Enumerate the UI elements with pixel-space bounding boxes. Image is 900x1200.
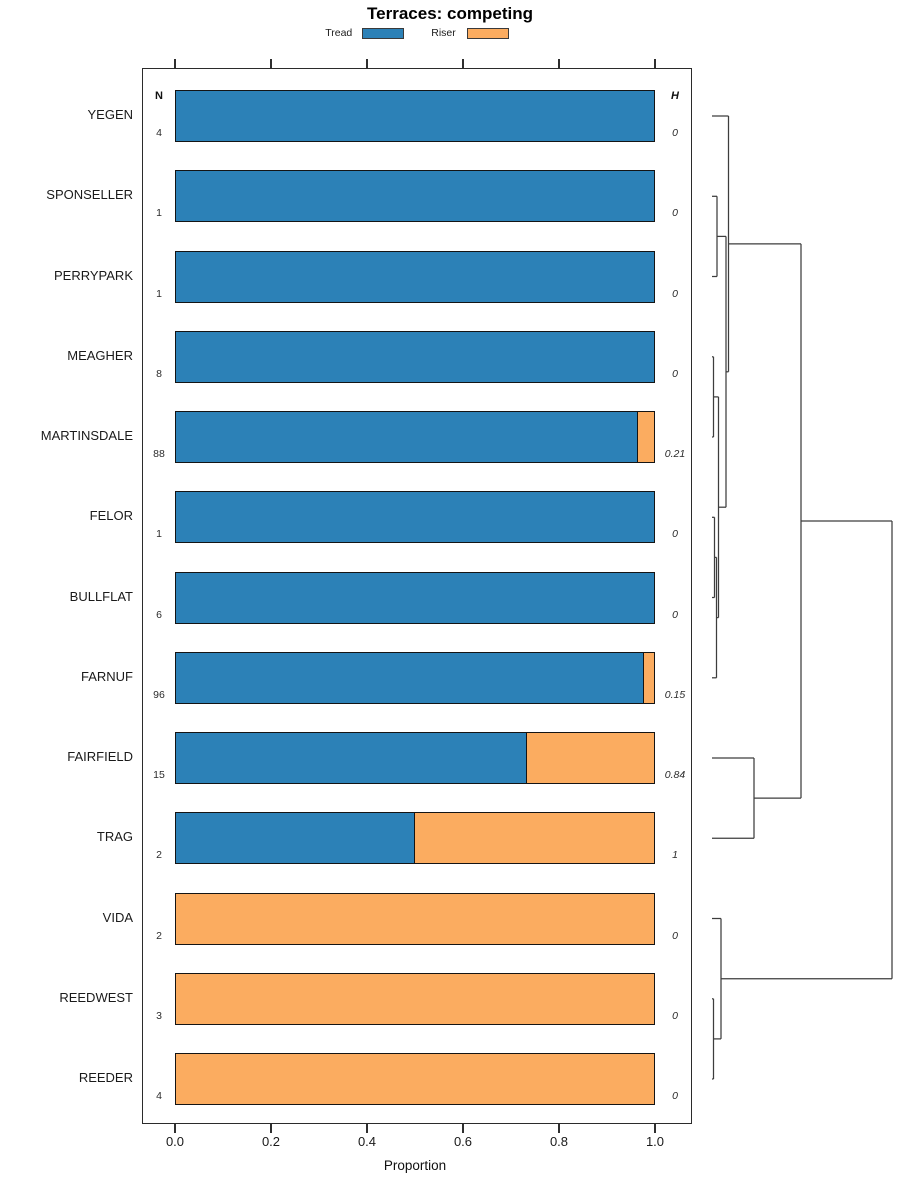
legend-swatch-tread bbox=[362, 27, 405, 39]
axis-tick-label: 0.4 bbox=[357, 1134, 377, 1149]
h-value: 0 bbox=[672, 367, 678, 380]
row-label: SPONSELLER bbox=[46, 187, 133, 203]
legend-swatch-riser bbox=[466, 27, 509, 39]
h-value: 0.15 bbox=[664, 688, 686, 701]
legend: Tread Riser bbox=[142, 25, 692, 41]
stacked-bar bbox=[175, 812, 655, 865]
bar-segment-tread bbox=[176, 171, 654, 222]
axis-tick-top bbox=[174, 59, 176, 68]
n-value: 15 bbox=[153, 769, 165, 781]
bar-segment-tread bbox=[176, 733, 527, 783]
stacked-bar bbox=[175, 411, 655, 463]
h-column-header: H bbox=[671, 90, 679, 102]
row-label: VIDA bbox=[102, 909, 133, 925]
h-value: 1 bbox=[672, 849, 678, 862]
row-label: PERRYPARK bbox=[54, 267, 133, 283]
bar-segment-tread bbox=[176, 572, 654, 623]
axis-tick-label: 0.8 bbox=[549, 1134, 569, 1149]
n-value: 4 bbox=[156, 127, 162, 139]
axis-tick-label: 0.6 bbox=[453, 1134, 473, 1149]
axis-tick-bottom bbox=[174, 1124, 176, 1133]
stacked-bar bbox=[175, 491, 655, 544]
row-label: YEGEN bbox=[87, 107, 133, 122]
h-value: 0 bbox=[672, 127, 678, 139]
bar-segment-tread bbox=[176, 91, 654, 141]
row-label: MEAGHER bbox=[67, 347, 133, 363]
n-value: 96 bbox=[153, 688, 165, 701]
n-column-header: N bbox=[155, 90, 163, 102]
axis-tick-bottom bbox=[270, 1124, 272, 1133]
h-value: 0.84 bbox=[664, 769, 686, 781]
h-value: 0 bbox=[672, 1009, 678, 1022]
axis-tick-top bbox=[558, 59, 560, 68]
axis-tick-top bbox=[654, 59, 656, 68]
n-value: 4 bbox=[156, 1090, 162, 1102]
chart-title: Terraces: competing bbox=[367, 4, 533, 23]
n-value: 2 bbox=[156, 849, 162, 862]
stacked-bar bbox=[175, 90, 655, 142]
h-value: 0 bbox=[672, 207, 678, 220]
h-value: 0 bbox=[672, 528, 678, 541]
stacked-bar bbox=[175, 1053, 655, 1105]
axis-tick-bottom bbox=[654, 1124, 656, 1133]
n-value: 3 bbox=[156, 1009, 162, 1022]
stacked-bar bbox=[175, 732, 655, 784]
axis-tick-top bbox=[270, 59, 272, 68]
h-value: 0 bbox=[672, 608, 678, 621]
n-value: 1 bbox=[156, 528, 162, 541]
bar-segment-tread bbox=[176, 813, 415, 864]
axis-tick-top bbox=[366, 59, 368, 68]
legend-label-tread: Tread bbox=[325, 27, 353, 39]
axis-tick-label: 0.2 bbox=[261, 1134, 281, 1149]
bar-segment-tread bbox=[176, 492, 654, 543]
n-value: 2 bbox=[156, 929, 162, 942]
axis-tick-bottom bbox=[558, 1124, 560, 1133]
bar-segment-tread bbox=[176, 652, 645, 703]
stacked-bar bbox=[175, 170, 655, 223]
axis-tick-bottom bbox=[366, 1124, 368, 1133]
h-value: 0 bbox=[672, 929, 678, 942]
row-label: TRAG bbox=[96, 829, 133, 845]
n-value: 6 bbox=[156, 608, 162, 621]
bar-segment-tread bbox=[176, 251, 654, 302]
row-label: MARTINSDALE bbox=[40, 428, 133, 443]
stacked-bar bbox=[175, 892, 655, 945]
axis-tick-label: 0.0 bbox=[165, 1134, 185, 1149]
h-value: 0 bbox=[672, 287, 678, 300]
row-label: REEDER bbox=[78, 1070, 133, 1085]
bar-segment-tread bbox=[176, 412, 638, 462]
row-label: FELOR bbox=[89, 508, 133, 524]
row-label: FAIRFIELD bbox=[67, 749, 133, 764]
row-label: FARNUF bbox=[81, 668, 133, 684]
axis-tick-label: 1.0 bbox=[645, 1134, 665, 1149]
axis-tick-bottom bbox=[462, 1124, 464, 1133]
stacked-bar bbox=[175, 571, 655, 624]
h-value: 0.21 bbox=[664, 448, 686, 460]
h-value: 0 bbox=[672, 1090, 678, 1102]
legend-label-riser: Riser bbox=[431, 27, 456, 39]
stacked-bar bbox=[175, 972, 655, 1025]
x-axis-label: Proportion bbox=[383, 1158, 447, 1173]
row-label: BULLFLAT bbox=[69, 588, 133, 604]
n-value: 1 bbox=[156, 207, 162, 220]
bar-segment-tread bbox=[176, 331, 654, 382]
axis-tick-top bbox=[462, 59, 464, 68]
stacked-bar bbox=[175, 250, 655, 303]
n-value: 88 bbox=[153, 448, 165, 460]
stacked-bar bbox=[175, 330, 655, 383]
n-value: 1 bbox=[156, 287, 162, 300]
row-label: REEDWEST bbox=[59, 989, 133, 1005]
stacked-bar bbox=[175, 651, 655, 704]
n-value: 8 bbox=[156, 367, 162, 380]
